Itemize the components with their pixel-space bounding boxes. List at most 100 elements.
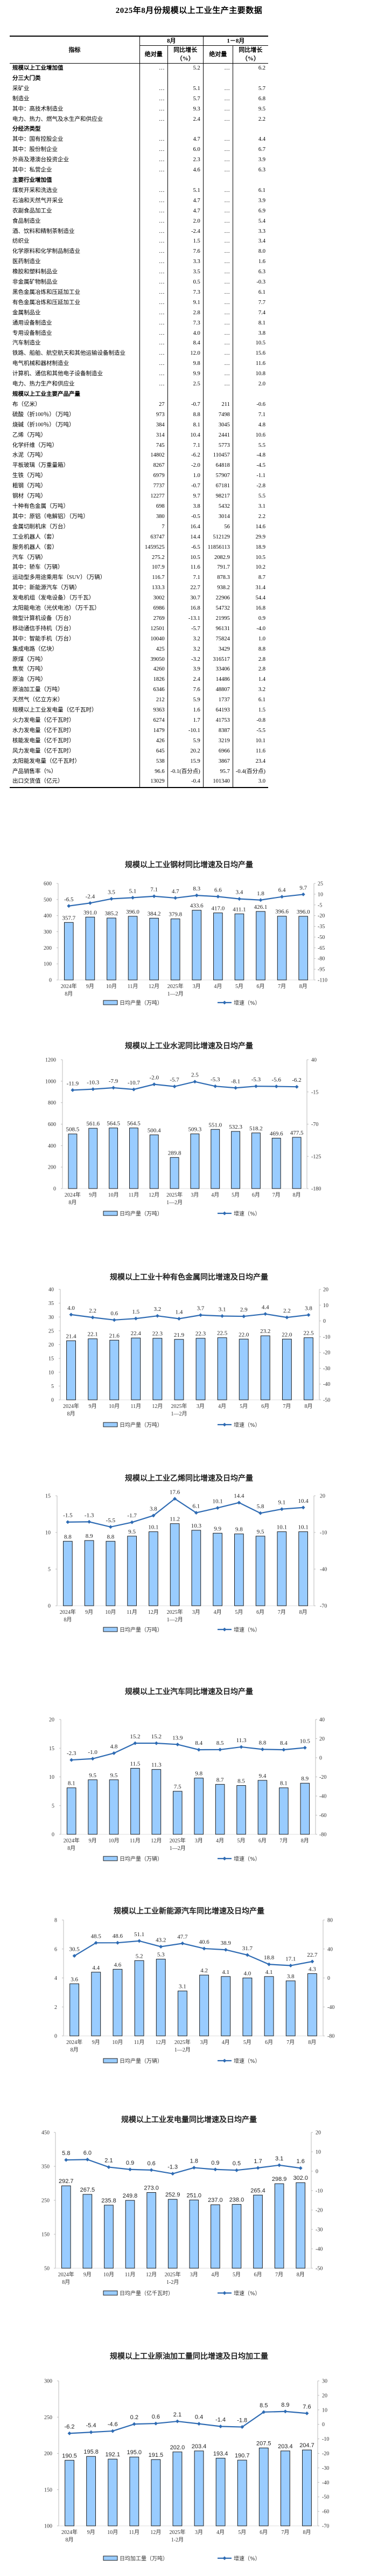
ytd-absolute-value: … bbox=[202, 349, 233, 360]
diamond-marker-icon bbox=[130, 1520, 134, 1524]
header-month-yoy: 同比增长 （%） bbox=[167, 45, 204, 64]
line-value-label: 8.3 bbox=[193, 886, 200, 892]
bar bbox=[215, 2457, 226, 2526]
x-tick-label: 8月 bbox=[293, 1192, 301, 1198]
month-absolute-value: 6986 bbox=[139, 604, 168, 614]
line-value-label: 4.0 bbox=[67, 1305, 75, 1311]
x-tick-label: 5月 bbox=[233, 2271, 241, 2278]
table-row: 运动型多用途乘用车（SUV）（万辆） 116.7 7.1 878.3 8.7 bbox=[10, 573, 268, 584]
ytd-yoy-value bbox=[232, 73, 268, 84]
ytd-yoy-value: 10.5 bbox=[232, 339, 268, 349]
bar bbox=[113, 1969, 123, 2036]
ytd-absolute-value: … bbox=[202, 318, 233, 329]
diamond-marker-icon bbox=[69, 1758, 74, 1762]
bar bbox=[277, 916, 287, 980]
month-absolute-value: 116.7 bbox=[139, 573, 168, 584]
diamond-marker-icon bbox=[177, 1316, 181, 1321]
bar-value-label: 193.4 bbox=[213, 2450, 228, 2457]
month-yoy-value: 9.9 bbox=[167, 369, 204, 380]
diamond-marker-icon bbox=[69, 1313, 73, 1317]
diamond-marker-icon bbox=[115, 1940, 120, 1945]
ytd-absolute-value: … bbox=[202, 237, 233, 247]
month-yoy-value: 1.0 bbox=[167, 471, 204, 482]
x-tick-label: 3月 bbox=[193, 983, 201, 990]
table-row: 布（亿米） 27 -0.7 211 -0.6 bbox=[10, 399, 268, 410]
line-value-label: 5.8 bbox=[62, 2150, 70, 2157]
table-row: 通用设备制造业… 7.3… 8.1 bbox=[10, 318, 268, 329]
ytd-absolute-value: 101340 bbox=[202, 777, 233, 789]
line-value-label: -7.9 bbox=[109, 1078, 118, 1085]
ytd-absolute-value: … bbox=[202, 84, 233, 94]
diamond-marker-icon bbox=[258, 1511, 263, 1515]
line-value-label: 30.5 bbox=[69, 1946, 80, 1953]
bar-value-label: 8.9 bbox=[86, 1533, 93, 1539]
x-tick-label: 10月 bbox=[109, 1403, 120, 1410]
bar-value-label: 195.8 bbox=[83, 2449, 99, 2455]
row-label: 电气机械和器材制造业 bbox=[12, 361, 69, 367]
table-row: 纺织业… 1.5… 3.4 bbox=[10, 237, 268, 247]
bar bbox=[177, 1991, 187, 2036]
bar bbox=[174, 1339, 184, 1400]
right-tick-label: -50 bbox=[323, 1398, 330, 1404]
bar bbox=[194, 2450, 204, 2526]
line-value-label: -6.2 bbox=[292, 1077, 301, 1083]
left-tick-label: 0 bbox=[51, 1398, 54, 1404]
legend-bar-swatch-icon bbox=[103, 2556, 118, 2561]
ytd-absolute-value: … bbox=[202, 287, 233, 298]
bar-value-label: 10.1 bbox=[148, 1524, 158, 1531]
row-label: 煤炭开采和洗选业 bbox=[12, 187, 58, 194]
right-tick-label: -80 bbox=[319, 1832, 326, 1838]
x-tick-label: 6月 bbox=[261, 1403, 269, 1410]
month-yoy-value: 5.2 bbox=[167, 63, 204, 74]
line-value-label: 8.5 bbox=[216, 1740, 224, 1746]
header-indicator: 指标 bbox=[10, 36, 140, 64]
bar bbox=[88, 1338, 98, 1400]
bar-value-label: 9.5 bbox=[110, 1772, 118, 1779]
line-value-label: 2.1 bbox=[173, 2412, 181, 2418]
right-tick-label: -40 bbox=[319, 1794, 326, 1800]
bar-value-label: 273.0 bbox=[144, 2185, 159, 2192]
month-absolute-value: 425 bbox=[139, 644, 168, 655]
month-yoy-value: 0.5 bbox=[167, 278, 204, 288]
bar-value-label: 9.9 bbox=[214, 1525, 221, 1532]
table-row: 电气机械和器材制造业… 9.8… 11.6 bbox=[10, 359, 268, 370]
legend-diamond-icon bbox=[222, 1627, 227, 1632]
row-label: 天然气（亿立方米） bbox=[12, 697, 64, 703]
month-absolute-value: 314 bbox=[139, 430, 168, 441]
x-tick-label: 9月 bbox=[85, 1609, 93, 1615]
diamond-marker-icon bbox=[267, 1962, 271, 1966]
bar-value-label: 22.1 bbox=[88, 1331, 98, 1338]
right-tick-label: -40 bbox=[316, 2247, 323, 2253]
row-label: 计算机、通信和其他电子设备制造业 bbox=[12, 371, 103, 377]
diamond-marker-icon bbox=[89, 2430, 93, 2434]
ytd-yoy-value: 3.4 bbox=[232, 237, 268, 247]
right-tick-label: -10 bbox=[320, 1530, 327, 1536]
legend-bar-swatch-icon bbox=[103, 1422, 118, 1427]
table-row: 水力发电量（亿千瓦时） 1479 -10.1 8387 -5.5 bbox=[10, 726, 268, 736]
table-row: 微型计算机设备（万台） 2769 -13.1 21995 0.9 bbox=[10, 613, 268, 624]
ytd-absolute-value: 96131 bbox=[202, 624, 233, 634]
diamond-marker-icon bbox=[277, 2163, 282, 2167]
x-tick-label: 1—2月 bbox=[166, 1199, 183, 1206]
month-yoy-value: 7.1 bbox=[167, 573, 204, 584]
row-label: 电力、热力生产和供应业 bbox=[12, 381, 75, 388]
line-value-label: -1.3 bbox=[85, 1512, 94, 1518]
ytd-absolute-value: … bbox=[202, 308, 233, 319]
bar-value-label: 9.5 bbox=[128, 1529, 136, 1535]
legend-bar-label: 日均产量（万辆） bbox=[120, 2057, 163, 2064]
bar bbox=[239, 1338, 249, 1400]
left-tick-label: 100 bbox=[44, 962, 52, 968]
bar bbox=[170, 1523, 180, 1606]
x-tick-label: 2024年 bbox=[63, 1403, 79, 1410]
line-value-label: 1.4 bbox=[176, 1309, 183, 1315]
right-tick-label: -40 bbox=[323, 1382, 330, 1387]
bar bbox=[271, 1137, 281, 1189]
month-yoy-value: -13.1 bbox=[167, 613, 204, 624]
month-yoy-value: 3.8 bbox=[167, 501, 204, 512]
line-value-label: 11.3 bbox=[236, 1737, 247, 1744]
month-absolute-value: 12501 bbox=[139, 624, 168, 634]
table-row: 金属制品业… 2.8… 7.4 bbox=[10, 308, 268, 319]
header-ytd-yoy: 同比增长 （%） bbox=[232, 45, 268, 64]
bar bbox=[130, 1768, 140, 1835]
x-tick-label: 2025年 bbox=[170, 1837, 186, 1844]
